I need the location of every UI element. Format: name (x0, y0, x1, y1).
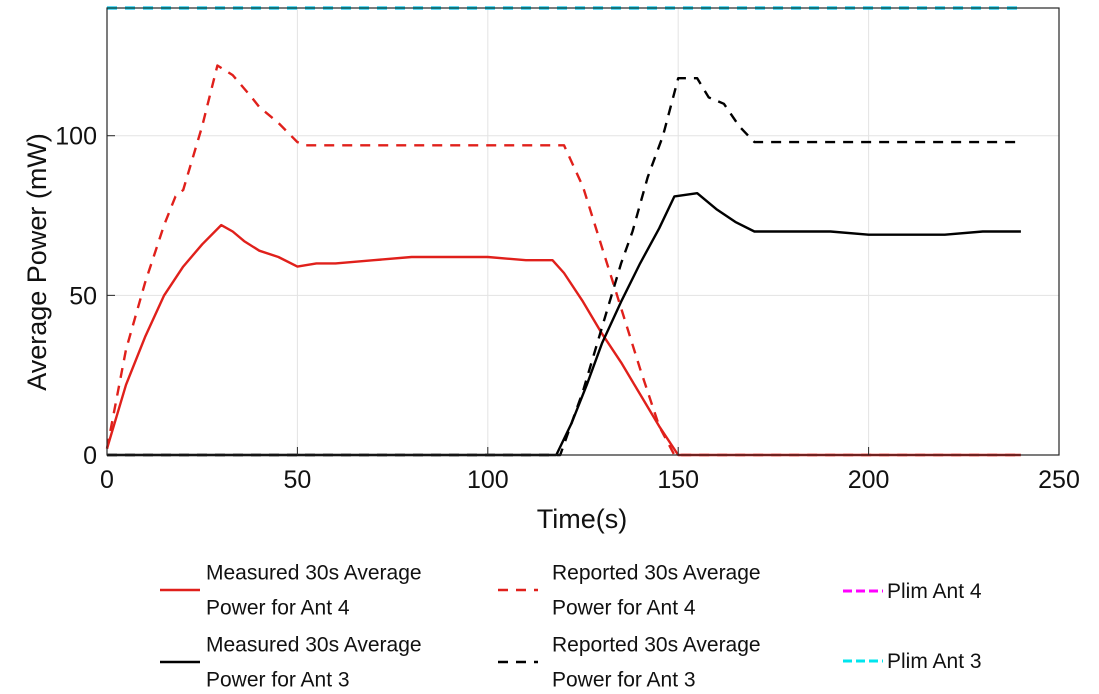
y-tick-label: 100 (55, 123, 97, 151)
legend-label: Power for Ant 3 (206, 669, 350, 692)
x-axis-label: Time(s) (537, 504, 627, 534)
plot-frame (106, 7, 1060, 456)
y-tick-label: 0 (83, 442, 97, 470)
x-tick-label: 0 (100, 466, 114, 494)
x-tick-label: 200 (848, 466, 890, 494)
legend-label: Reported 30s Average (552, 562, 761, 585)
legend-label: Plim Ant 4 (887, 580, 982, 603)
series-line-3 (107, 191, 1021, 457)
legend-label: Power for Ant 3 (552, 669, 696, 692)
x-tick-label: 250 (1038, 466, 1080, 494)
legend-label: Reported 30s Average (552, 634, 761, 657)
y-axis-label: Average Power (mW) (22, 133, 52, 391)
legend-label: Power for Ant 4 (552, 597, 696, 620)
x-tick-label: 150 (657, 466, 699, 494)
series-line-1 (105, 223, 1021, 457)
x-tick-label: 50 (283, 466, 311, 494)
series-line-4 (107, 76, 1021, 457)
y-tick-label: 50 (69, 282, 97, 310)
legend-box (150, 546, 1050, 690)
legend-label: Power for Ant 4 (206, 597, 350, 620)
x-tick-label: 100 (467, 466, 509, 494)
legend-label: Plim Ant 3 (887, 650, 982, 673)
legend: Measured 30s Average Power for Ant 4 Measu… (150, 546, 1050, 692)
legend-label: Measured 30s Average (206, 634, 422, 657)
axis-ticks: 0 50 100 150 200 250 0 50 100 (55, 123, 1080, 494)
plot-area (107, 8, 1059, 455)
legend-label: Measured 30s Average (206, 562, 422, 585)
